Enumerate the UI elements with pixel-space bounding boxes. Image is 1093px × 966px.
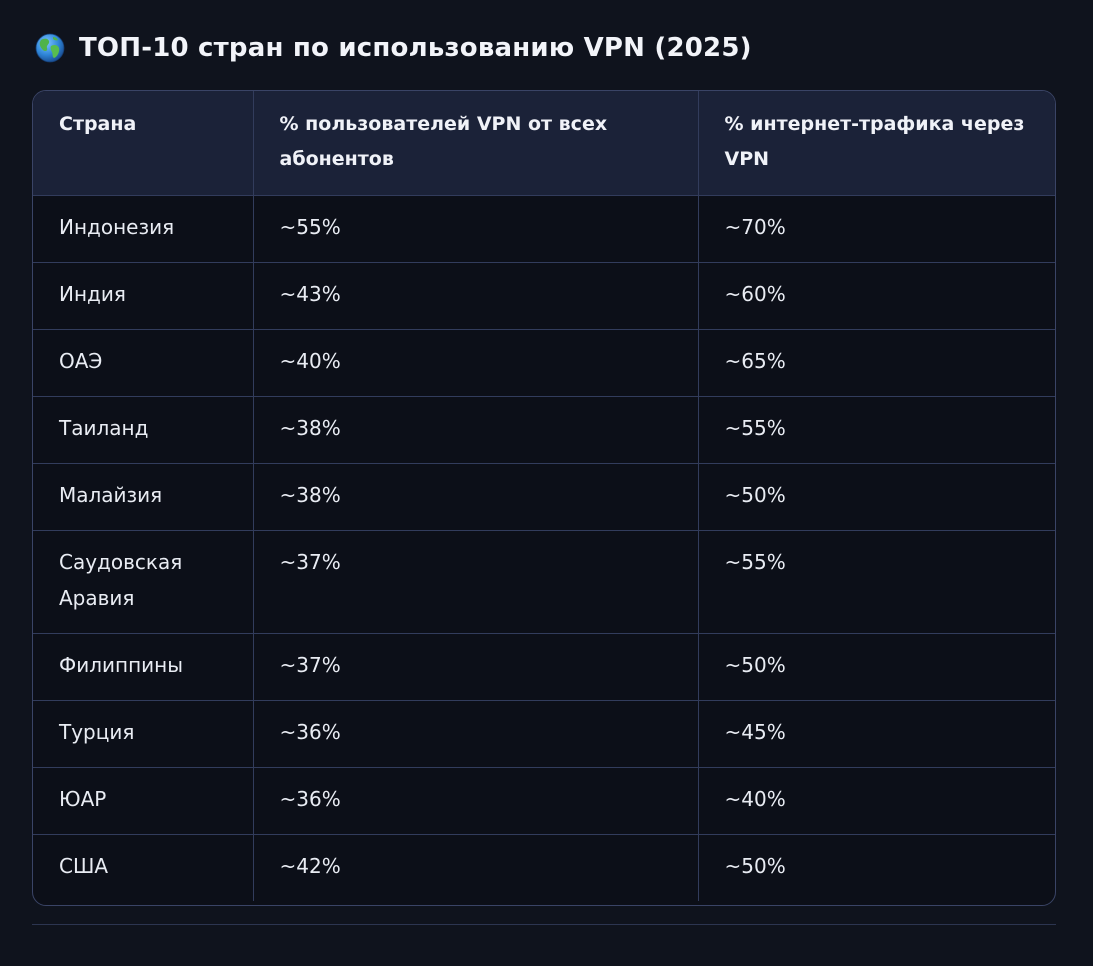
users-cell: ~37% [253, 633, 699, 701]
country-cell: США [33, 834, 254, 901]
table-row: Индия ~43% ~60% [33, 262, 1055, 330]
country-cell: Турция [33, 700, 254, 768]
users-cell: ~36% [253, 767, 699, 835]
traffic-cell: ~55% [698, 530, 1055, 634]
country-cell: Таиланд [33, 396, 254, 464]
table-row: Таиланд ~38% ~55% [33, 396, 1055, 464]
table-row: ОАЭ ~40% ~65% [33, 329, 1055, 397]
traffic-cell: ~60% [698, 262, 1055, 330]
country-cell: ОАЭ [33, 329, 254, 397]
country-cell: Индия [33, 262, 254, 330]
table-row: ЮАР ~36% ~40% [33, 767, 1055, 835]
vpn-usage-table: Страна % пользователей VPN от всех абоне… [32, 90, 1056, 906]
users-cell: ~43% [253, 262, 699, 330]
globe-icon [35, 33, 65, 63]
table-row: Саудовская Аравия ~37% ~55% [33, 530, 1055, 634]
traffic-cell: ~50% [724, 853, 786, 878]
column-header-vpn-users: % пользователей VPN от всех абонентов [253, 91, 699, 196]
users-cell: ~55% [253, 195, 699, 263]
page-heading: ТОП-10 стран по использованию VPN (2025) [35, 28, 752, 68]
country-cell: Саудовская Аравия [33, 530, 254, 634]
table-header-row: Страна % пользователей VPN от всех абоне… [33, 91, 1055, 196]
column-header-country: Страна [33, 91, 254, 196]
users-cell: ~38% [253, 396, 699, 464]
table-row: Филиппины ~37% ~50% [33, 633, 1055, 701]
users-cell: ~42% [253, 834, 699, 901]
users-cell: ~37% [253, 530, 699, 634]
page-title: ТОП-10 стран по использованию VPN (2025) [79, 33, 752, 63]
traffic-cell: ~65% [698, 329, 1055, 397]
table-row: США ~42% ~50% [33, 834, 1055, 901]
country-cell: Филиппины [33, 633, 254, 701]
traffic-cell: ~45% [698, 700, 1055, 768]
column-header-vpn-traffic: % интернет-трафика через VPN [698, 91, 1055, 196]
traffic-cell: ~50% [698, 633, 1055, 701]
traffic-cell: ~70% [698, 195, 1055, 263]
users-cell: ~40% [253, 329, 699, 397]
country-cell: Индонезия [33, 195, 254, 263]
table-row: Индонезия ~55% ~70% [33, 195, 1055, 263]
traffic-cell: ~50% [698, 463, 1055, 531]
table-row: Турция ~36% ~45% [33, 700, 1055, 768]
users-cell: ~36% [253, 700, 699, 768]
country-cell: ЮАР [33, 767, 254, 835]
traffic-cell: ~55% [698, 396, 1055, 464]
table-row: Малайзия ~38% ~50% [33, 463, 1055, 531]
users-cell: ~38% [253, 463, 699, 531]
country-cell: Малайзия [33, 463, 254, 531]
divider [32, 924, 1056, 925]
traffic-cell: ~40% [698, 767, 1055, 835]
